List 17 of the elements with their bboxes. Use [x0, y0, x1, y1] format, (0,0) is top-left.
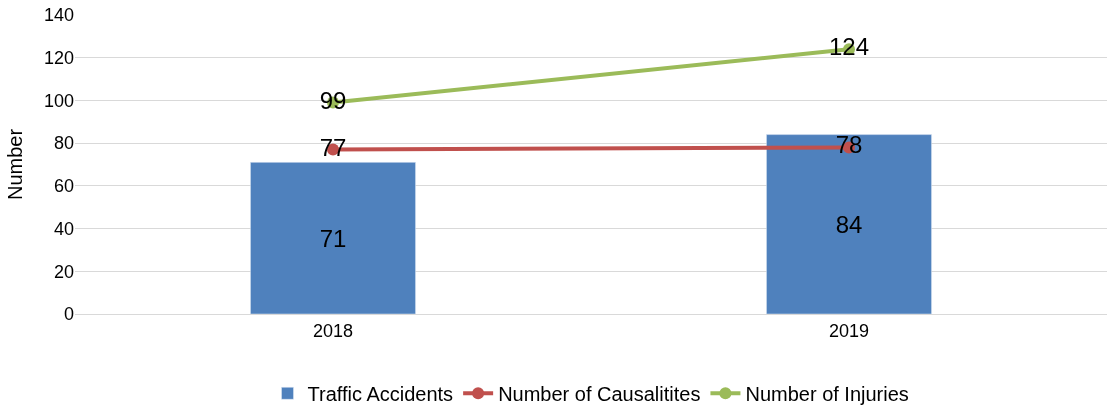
legend-label: Number of Causalitites — [498, 383, 701, 406]
y-tick-label: 20 — [53, 261, 74, 282]
y-tick-label: 120 — [43, 48, 74, 69]
data-label: 84 — [835, 210, 863, 238]
data-label: 99 — [319, 86, 347, 114]
legend-label: Number of Injuries — [745, 383, 909, 406]
x-tick-label: 2019 — [828, 320, 870, 341]
y-tick-label: 0 — [63, 304, 74, 325]
y-tick-label: 40 — [53, 218, 74, 239]
y-tick-label: 60 — [53, 176, 74, 197]
x-tick-label: 2018 — [312, 320, 354, 341]
data-label: 71 — [319, 224, 347, 252]
legend-label: Traffic Accidents — [307, 383, 454, 406]
y-axis-title: Number — [4, 128, 27, 201]
y-tick-label: 80 — [53, 133, 74, 154]
y-tick-label: 140 — [43, 5, 74, 26]
y-tick-label: 100 — [43, 90, 74, 111]
